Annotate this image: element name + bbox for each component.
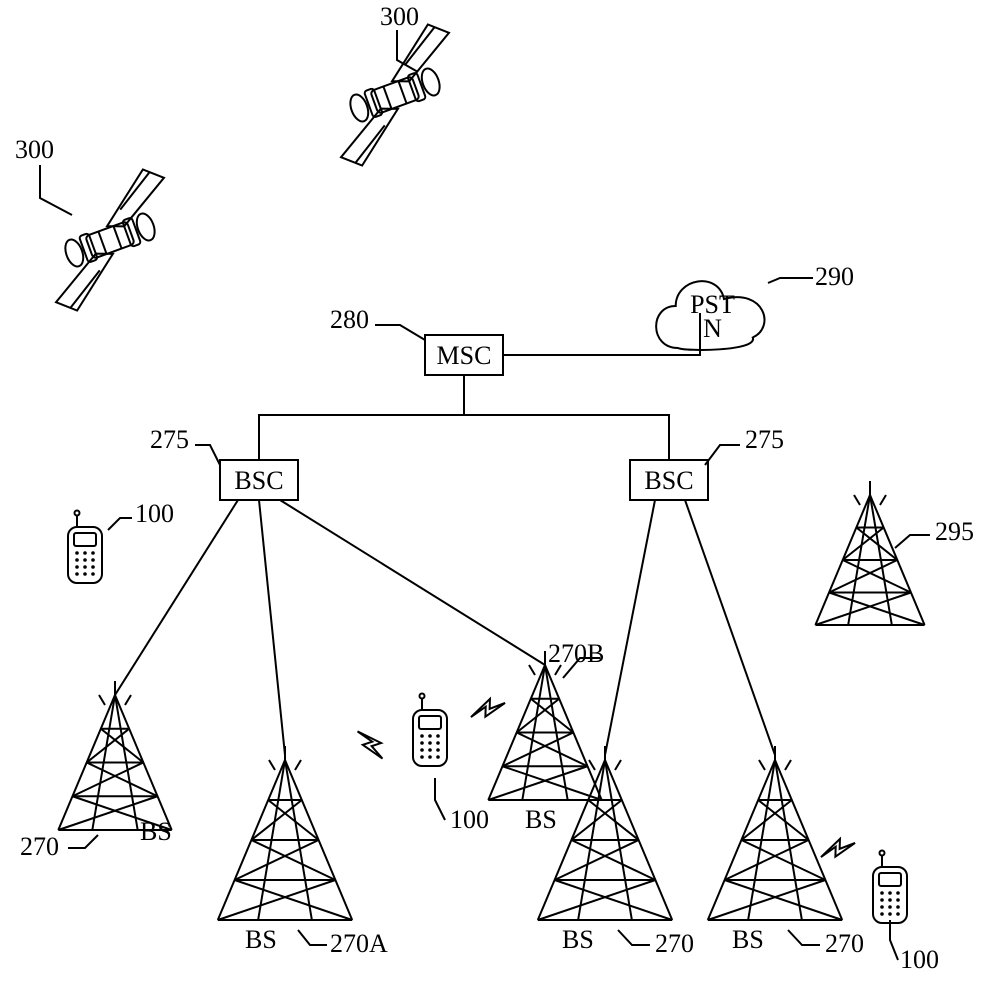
svg-text:270: 270 (655, 929, 694, 958)
svg-text:290: 290 (815, 262, 854, 291)
tower-icon (58, 681, 171, 830)
svg-text:BS: BS (562, 925, 594, 954)
svg-text:275: 275 (150, 425, 189, 454)
svg-text:BSC: BSC (234, 466, 283, 495)
svg-text:295: 295 (935, 517, 974, 546)
svg-text:BS: BS (245, 925, 277, 954)
tower-icon (538, 746, 672, 920)
bsc-box: BSC (220, 460, 298, 500)
svg-text:280: 280 (330, 305, 369, 334)
svg-text:300: 300 (380, 2, 419, 31)
phone-icon (68, 511, 102, 584)
satellite-icon (24, 164, 197, 317)
svg-text:N: N (703, 314, 722, 343)
svg-text:BS: BS (525, 805, 557, 834)
phone-icon (413, 694, 447, 767)
cloud-pstn: PSTN (656, 281, 764, 350)
svg-text:275: 275 (745, 425, 784, 454)
satellite-icon (309, 19, 482, 172)
svg-text:300: 300 (15, 135, 54, 164)
svg-text:270: 270 (825, 929, 864, 958)
svg-text:MSC: MSC (437, 341, 492, 370)
msc-box: MSC (425, 335, 503, 375)
svg-text:100: 100 (135, 499, 174, 528)
svg-text:100: 100 (900, 945, 939, 974)
svg-text:270A: 270A (330, 929, 388, 958)
svg-text:BS: BS (732, 925, 764, 954)
bsc-box: BSC (630, 460, 708, 500)
tower-icon (815, 481, 924, 625)
svg-text:100: 100 (450, 805, 489, 834)
tower-icon (708, 746, 842, 920)
tower-icon (218, 746, 352, 920)
tower-icon (488, 651, 601, 800)
svg-text:BS: BS (140, 817, 172, 846)
phone-icon (873, 851, 907, 924)
svg-text:270: 270 (20, 832, 59, 861)
svg-text:BSC: BSC (644, 466, 693, 495)
